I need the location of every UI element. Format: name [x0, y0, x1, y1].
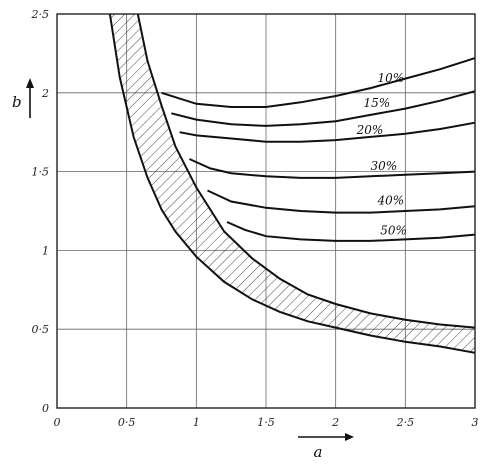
y-arrow-head [26, 78, 34, 88]
series-line-5 [226, 221, 476, 242]
x-axis-label: a [314, 443, 323, 461]
x-tick-label-3: 1·5 [257, 416, 275, 429]
x-tick-label-0: 0 [54, 416, 61, 429]
x-tick-label-6: 3 [472, 416, 479, 429]
series-label-5: 50% [380, 224, 407, 238]
x-tick-label-5: 2·5 [396, 416, 415, 429]
series-label-1: 15% [364, 96, 391, 110]
x-tick-label-1: 0·5 [118, 416, 136, 429]
y-tick-label-3: 1·5 [32, 166, 50, 179]
series-line-2 [179, 121, 476, 143]
plot-border [56, 13, 476, 409]
band-lower-boundary [108, 13, 476, 354]
y-tick-label-1: 0·5 [32, 323, 50, 336]
series-label-3: 30% [371, 159, 398, 173]
y-axis-label: b [12, 93, 22, 111]
band-upper-boundary [136, 13, 476, 329]
y-tick-label-2: 1 [42, 244, 49, 257]
y-axis-arrow [26, 78, 34, 118]
series-label-2: 20% [356, 123, 384, 137]
axis-labels: a b [12, 78, 354, 461]
hatched-band [108, 13, 476, 354]
x-tick-label-4: 2 [331, 416, 339, 429]
y-tick-label-4: 2 [41, 87, 49, 100]
series-line-4 [207, 189, 476, 214]
series-line-1 [171, 90, 476, 127]
band-fill [109, 14, 476, 353]
x-axis-arrow [298, 433, 354, 441]
series-line-3 [188, 158, 476, 179]
series-label-0: 10% [377, 71, 404, 85]
plot-frame [56, 13, 476, 409]
y-tick-label-0: 0 [42, 402, 49, 415]
series-group: 10% 15% 20% 30% 40% 50% [161, 57, 476, 242]
tick-labels: 0 0·5 1 1·5 2 2·5 3 0 0·5 1 1·5 2 2·5 [31, 8, 479, 429]
x-tick-label-2: 1 [193, 416, 200, 429]
y-tick-label-5: 2·5 [31, 8, 50, 21]
series-line-0 [161, 57, 476, 108]
x-arrow-head [345, 433, 354, 441]
series-label-4: 40% [376, 194, 404, 208]
